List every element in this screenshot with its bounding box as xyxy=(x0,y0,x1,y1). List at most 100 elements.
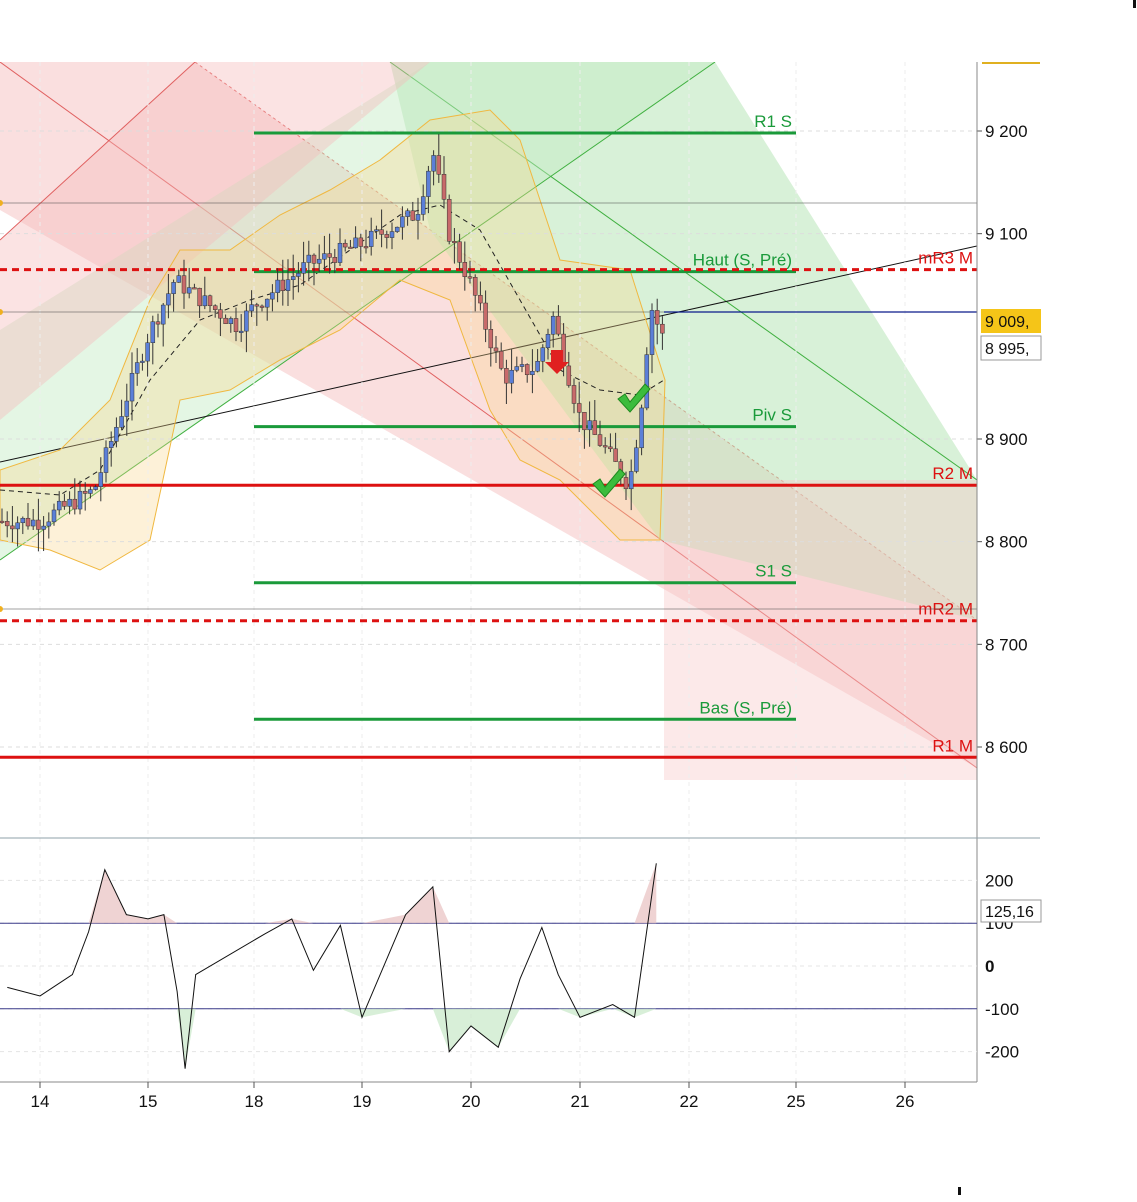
candle-bear xyxy=(280,279,286,291)
y-tick-label: 9 100 xyxy=(985,225,1028,244)
current-price-text: 9 009, xyxy=(985,314,1029,331)
candle-bull xyxy=(160,304,166,325)
corner-mark-top xyxy=(1133,0,1136,8)
candle-bull xyxy=(535,361,540,372)
candle-bear xyxy=(493,347,499,352)
candle-bull xyxy=(337,242,343,263)
candle-bull xyxy=(634,447,639,472)
candle-bull xyxy=(519,364,525,367)
y-tick-label: 9 200 xyxy=(985,122,1028,141)
candle-bull xyxy=(270,292,275,300)
candle-bull xyxy=(140,360,145,363)
candle-bull xyxy=(420,196,426,215)
candle-bear xyxy=(582,412,587,431)
current-price-box xyxy=(981,309,1041,333)
candle-bear xyxy=(571,385,577,404)
candle-bull xyxy=(530,370,535,376)
y-tick-label: 8 800 xyxy=(985,533,1028,552)
osc-y-tick-label: -200 xyxy=(985,1043,1019,1062)
candle-bull xyxy=(316,258,322,264)
candle-bull xyxy=(129,373,135,402)
candle-bull xyxy=(249,304,254,312)
candle-bear xyxy=(660,323,665,334)
x-tick-label: 25 xyxy=(787,1092,806,1111)
x-tick-label: 19 xyxy=(353,1092,372,1111)
candle-bull xyxy=(244,310,249,332)
candle-bull xyxy=(639,407,644,449)
candle-bull xyxy=(166,293,171,306)
secondary-price-badge: 8 995, xyxy=(980,335,1042,361)
candle-bear xyxy=(62,500,67,507)
candle-bull xyxy=(400,216,405,228)
candle-bull xyxy=(550,315,556,335)
candle-bull xyxy=(368,230,374,247)
candle-bear xyxy=(311,254,317,264)
osc-line xyxy=(7,863,657,1069)
oscillator-value-text: 125,16 xyxy=(985,904,1034,921)
candle-bear xyxy=(207,295,213,307)
secondary-price-box xyxy=(980,335,1042,361)
candle-bear xyxy=(452,241,457,244)
x-tick-label: 22 xyxy=(680,1092,699,1111)
candle-bear xyxy=(36,519,41,530)
candle-bear xyxy=(608,446,613,450)
candle-bear xyxy=(0,520,5,523)
candle-bear xyxy=(10,525,15,530)
candle-bull xyxy=(30,519,36,527)
candle-bull xyxy=(587,420,592,431)
trend-channels xyxy=(0,62,977,780)
right-shade xyxy=(664,480,977,780)
candle-bear xyxy=(441,174,447,200)
buy-check-icon-2 xyxy=(592,468,626,498)
candle-bull xyxy=(540,347,546,362)
candle-bull xyxy=(426,170,431,197)
candle-bear xyxy=(602,445,608,448)
candle-bull xyxy=(20,517,26,524)
level-label: Piv S xyxy=(752,406,792,425)
candle-bear xyxy=(384,234,390,238)
y-tick-label: 8 700 xyxy=(985,635,1028,654)
buy-check-icon xyxy=(617,383,651,413)
candle-bull xyxy=(171,282,176,294)
red-asc-edge xyxy=(0,62,196,241)
candle-bull xyxy=(228,318,234,324)
green-asc-edge xyxy=(0,62,716,561)
candle-bear xyxy=(197,287,202,307)
corner-mark-bottom xyxy=(958,1187,961,1195)
candle-bull xyxy=(374,229,379,232)
candle-bear xyxy=(613,448,618,462)
candle-bear xyxy=(498,350,504,369)
candle-bear xyxy=(483,302,488,330)
candle-bull xyxy=(124,400,130,417)
candle-bear xyxy=(155,321,161,325)
candle-bull xyxy=(514,366,520,371)
candle-bear xyxy=(82,490,88,494)
level-label: R1 M xyxy=(932,736,973,755)
candle-bear xyxy=(212,305,218,310)
left-edge-markers xyxy=(0,200,3,612)
candle-bull xyxy=(67,498,72,507)
candle-bull xyxy=(509,369,514,384)
candle-bull xyxy=(405,210,410,217)
candle-bull xyxy=(186,287,192,294)
candle-bull xyxy=(134,362,140,374)
candle-bear xyxy=(233,318,239,333)
candle-bull xyxy=(301,262,306,274)
y-tick-label: 8 900 xyxy=(985,430,1028,449)
candle-bear xyxy=(72,498,78,510)
osc-oversold-fill xyxy=(7,1008,657,1069)
green-channel-fill xyxy=(390,62,977,620)
candle-bull xyxy=(285,279,291,291)
candle-bear xyxy=(410,210,416,221)
candle-bear xyxy=(566,365,572,386)
candle-bear xyxy=(342,242,348,248)
candle-bear xyxy=(218,309,223,319)
oscillator-series xyxy=(7,863,657,1069)
level-label: S1 S xyxy=(755,562,792,581)
candle-bull xyxy=(202,295,208,307)
oscillator-value-box xyxy=(980,899,1042,923)
osc-y-tick-label: 0 xyxy=(985,957,994,976)
